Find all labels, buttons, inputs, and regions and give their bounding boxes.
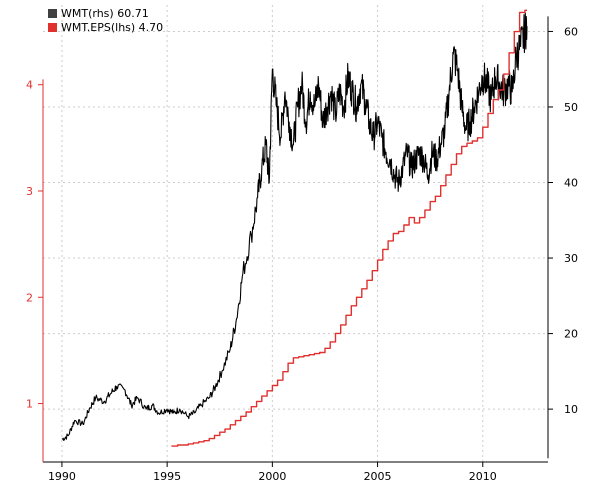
axes: 1990 1995 2000 2005 2010 1 2 3 4 10 20 30 40 50 60 xyxy=(26,16,578,483)
y-left-tick-label: 2 xyxy=(26,291,33,304)
series-lines xyxy=(61,9,528,447)
legend-swatch-wmt xyxy=(48,9,57,18)
y-right-tick-label: 20 xyxy=(564,328,578,341)
y-right-tick-label: 50 xyxy=(564,101,578,114)
y-right-tick-label: 40 xyxy=(564,177,578,190)
x-tick-label: 1995 xyxy=(153,470,181,483)
x-tick-label: 2010 xyxy=(469,470,497,483)
y-right-tick-label: 60 xyxy=(564,25,578,38)
y-right-tick-label: 10 xyxy=(564,403,578,416)
y-left-tick-label: 4 xyxy=(26,79,33,92)
y-left-tick-label: 3 xyxy=(26,185,33,198)
y-left-tick-label: 1 xyxy=(26,398,33,411)
grid-lines xyxy=(43,5,548,462)
x-tick-label: 2000 xyxy=(258,470,286,483)
x-tick-label: 2005 xyxy=(364,470,392,483)
series-line-wmt xyxy=(61,12,528,442)
series-line-eps xyxy=(171,9,527,447)
y-right-tick-label: 30 xyxy=(564,252,578,265)
legend-label-eps: WMT.EPS(lhs) 4.70 xyxy=(61,21,163,34)
legend-swatch-eps xyxy=(48,23,57,32)
x-tick-label: 1990 xyxy=(48,470,76,483)
legend: WMT(rhs) 60.71 WMT.EPS(lhs) 4.70 xyxy=(48,7,163,34)
legend-label-wmt: WMT(rhs) 60.71 xyxy=(61,7,149,20)
